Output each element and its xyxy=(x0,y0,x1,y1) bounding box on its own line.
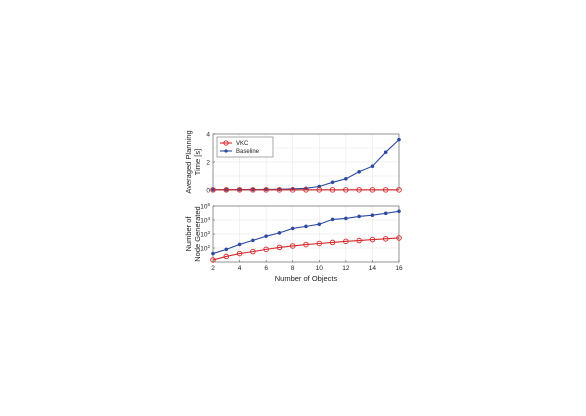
legend-marker-vkc xyxy=(223,140,229,146)
legend-label-vkc: VKC xyxy=(236,141,249,147)
data-point-baseline xyxy=(304,224,308,229)
data-point-baseline xyxy=(370,213,375,218)
y-tick-exponent: 5 xyxy=(207,202,210,207)
x-tick-label: 10 xyxy=(316,265,324,272)
y-tick-label: 105 xyxy=(200,202,210,211)
data-point-vkc xyxy=(369,187,376,193)
y-tick-label: 104 xyxy=(200,216,210,225)
y-tick-label: 0 xyxy=(206,187,210,194)
data-point-baseline xyxy=(383,211,388,216)
data-point-vkc xyxy=(316,187,323,193)
legend-marker-baseline xyxy=(224,149,228,153)
y-tick-base: 10 xyxy=(200,231,208,238)
data-point-baseline xyxy=(383,150,388,155)
data-point-baseline xyxy=(397,137,401,142)
data-point-baseline xyxy=(264,234,268,239)
y-tick-exponent: 2 xyxy=(207,244,210,249)
data-point-vkc xyxy=(356,187,362,193)
data-point-vkc xyxy=(263,187,269,193)
y-tick-label: 103 xyxy=(200,230,210,239)
data-point-vkc xyxy=(263,246,269,253)
data-point-vkc xyxy=(369,236,376,243)
data-point-vkc xyxy=(289,243,296,249)
data-point-vkc xyxy=(276,244,283,251)
x-tick-label: 16 xyxy=(395,265,403,272)
data-point-baseline xyxy=(317,222,322,227)
y-tick-base: 10 xyxy=(200,203,208,210)
y-axis-label-line: Time [s] xyxy=(193,149,202,175)
data-point-vkc xyxy=(356,237,362,244)
data-point-vkc xyxy=(250,248,256,255)
data-point-baseline xyxy=(330,180,335,185)
data-point-baseline xyxy=(357,214,361,219)
y-tick-label: 102 xyxy=(200,244,210,253)
data-point-vkc xyxy=(329,187,336,193)
data-point-vkc xyxy=(223,253,230,260)
data-point-vkc xyxy=(223,187,230,193)
data-point-vkc xyxy=(303,241,309,248)
data-point-baseline xyxy=(370,164,375,169)
data-point-baseline xyxy=(397,209,401,214)
y-tick-base: 10 xyxy=(200,217,208,224)
data-point-baseline xyxy=(251,238,255,243)
x-axis-label: Number of Objects xyxy=(275,274,338,283)
data-point-baseline xyxy=(290,226,295,231)
data-point-vkc xyxy=(343,238,349,245)
y-tick-base: 10 xyxy=(200,245,208,252)
x-tick-label: 2 xyxy=(211,265,215,272)
y-tick-label: 4 xyxy=(206,131,210,138)
data-point-vkc xyxy=(250,187,256,193)
data-point-baseline xyxy=(344,176,348,181)
data-point-vkc xyxy=(343,187,349,193)
data-point-baseline xyxy=(277,231,282,235)
y-axis-label-line: Averaged Planning xyxy=(184,130,193,193)
data-point-vkc xyxy=(329,239,336,246)
data-point-vkc xyxy=(276,187,283,193)
legend-label-baseline: Baseline xyxy=(236,149,260,155)
data-point-vkc xyxy=(210,187,216,193)
data-point-baseline xyxy=(330,217,335,222)
data-point-vkc xyxy=(396,187,402,193)
data-point-vkc xyxy=(289,187,296,193)
data-point-baseline xyxy=(357,169,361,174)
data-point-baseline xyxy=(224,247,229,252)
x-tick-label: 4 xyxy=(238,265,242,272)
data-point-vkc xyxy=(316,240,323,247)
y-tick-exponent: 3 xyxy=(207,230,210,235)
data-point-baseline xyxy=(344,216,348,221)
chart-panel-1: 0 2 4 Averaged PlanningTime [s] VKC Baseline xyxy=(184,130,402,194)
y-tick-label: 2 xyxy=(206,159,210,166)
y-tick-exponent: 4 xyxy=(207,216,210,221)
data-point-vkc xyxy=(303,187,309,193)
y-axis-label-line: Number of xyxy=(184,216,193,252)
data-point-vkc xyxy=(396,235,402,241)
series-line-vkc xyxy=(212,237,400,261)
legend: VKC Baseline xyxy=(216,136,274,158)
y-axis-label-line: Node Generated xyxy=(193,206,202,261)
y-axis-label: Averaged PlanningTime [s] xyxy=(184,130,202,193)
data-point-vkc xyxy=(236,187,243,193)
x-tick-label: 12 xyxy=(342,265,350,272)
x-tick-label: 14 xyxy=(369,265,377,272)
data-point-baseline xyxy=(237,242,242,247)
y-axis-label: Number ofNode Generated xyxy=(184,206,202,261)
data-point-vkc xyxy=(382,236,389,242)
x-tick-label: 8 xyxy=(291,265,295,272)
x-tick-label: 6 xyxy=(264,265,268,272)
legend-box xyxy=(216,136,274,158)
data-point-vkc xyxy=(210,257,216,263)
data-point-baseline xyxy=(211,251,215,256)
data-point-vkc xyxy=(236,250,243,257)
data-point-vkc xyxy=(382,187,389,193)
